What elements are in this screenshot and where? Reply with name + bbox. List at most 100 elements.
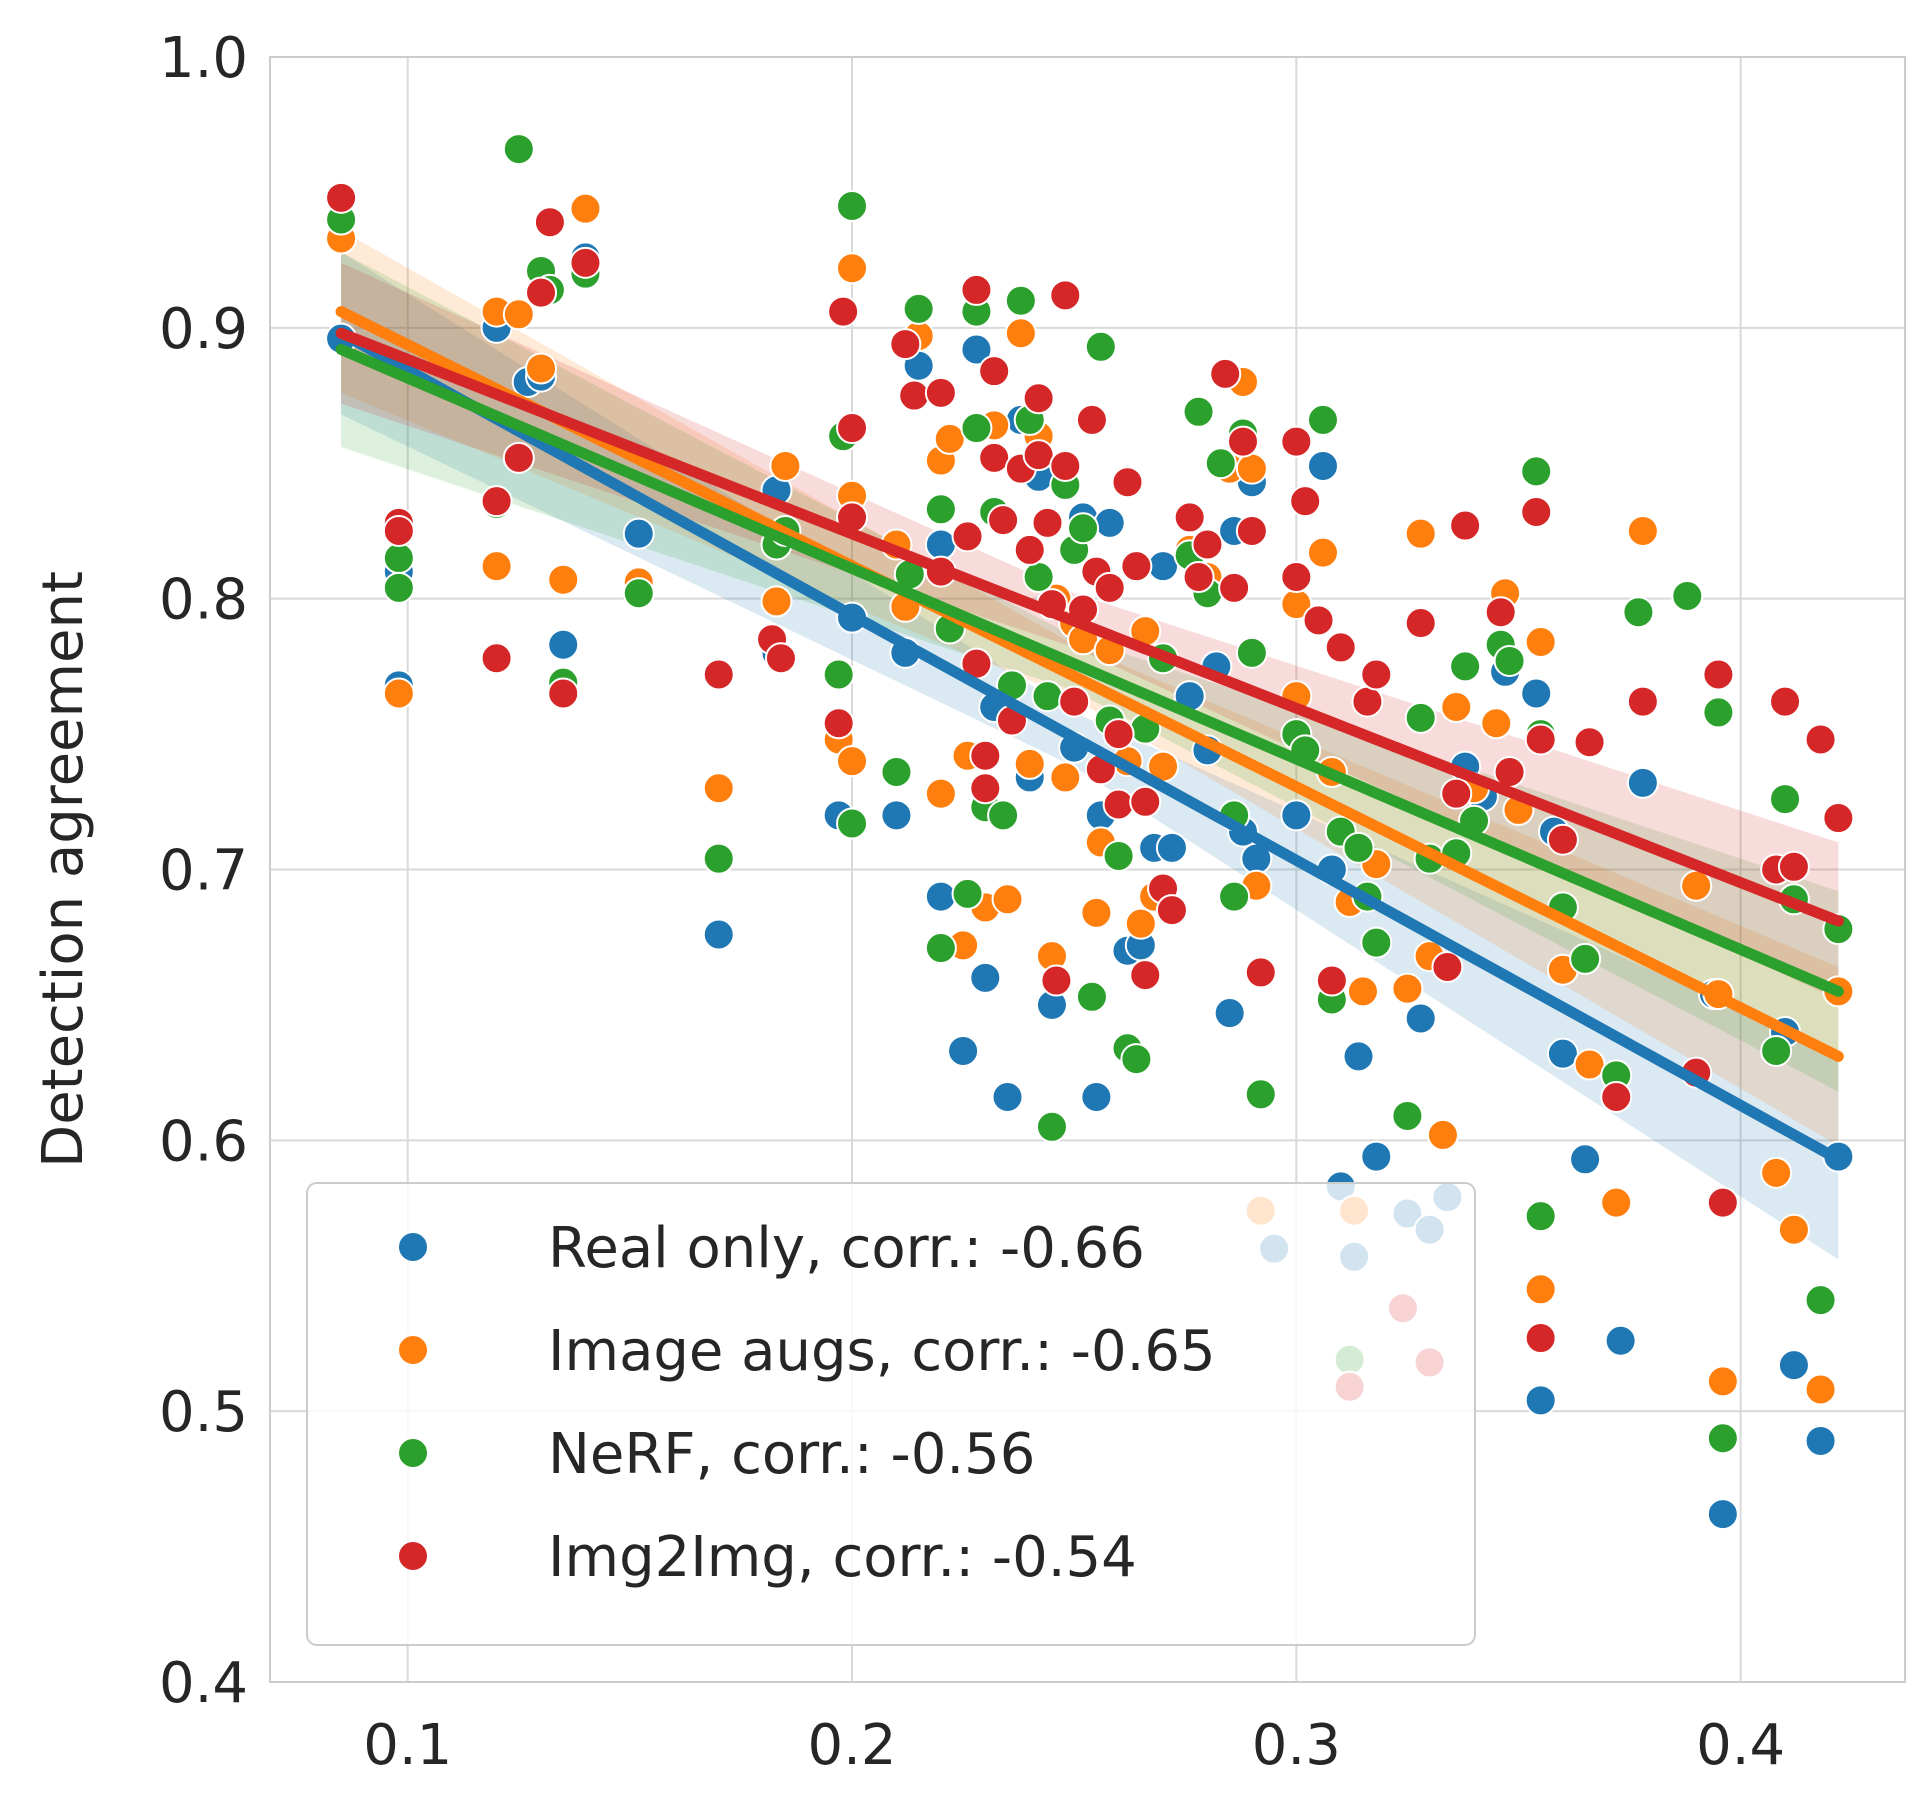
data-point-series-3 [951, 520, 984, 553]
data-point-series-3 [533, 206, 566, 239]
data-point-series-3 [1049, 279, 1082, 312]
data-point-series-3 [1822, 802, 1855, 835]
data-point-series-3 [1218, 571, 1251, 604]
trend-lines [335, 306, 1844, 1165]
data-point-series-1 [480, 550, 513, 583]
data-point-series-2 [902, 292, 935, 325]
data-point-series-2 [702, 842, 735, 875]
data-point-series-0 [1777, 1349, 1810, 1382]
data-point-series-1 [1346, 975, 1379, 1008]
data-point-series-2 [1702, 696, 1735, 729]
data-point-series-0 [1520, 677, 1553, 710]
data-point-series-3 [325, 181, 358, 214]
data-point-series-0 [1306, 449, 1339, 482]
data-point-series-2 [1075, 980, 1108, 1013]
data-point-series-2 [1182, 395, 1215, 428]
data-point-series-0 [969, 961, 1002, 994]
data-point-series-3 [1573, 726, 1606, 759]
data-point-series-1 [1235, 452, 1268, 485]
data-point-series-1 [991, 883, 1024, 916]
data-point-series-3 [547, 677, 580, 710]
data-point-series-3 [1191, 528, 1224, 561]
data-point-series-3 [1431, 951, 1464, 983]
data-point-series-3 [1022, 382, 1055, 415]
data-point-series-0 [880, 799, 913, 832]
data-point-series-1 [1573, 1048, 1606, 1081]
data-point-series-2 [1524, 1200, 1557, 1233]
data-point-series-0 [1546, 1037, 1579, 1070]
data-point-series-3 [1440, 777, 1473, 810]
data-point-series-3 [382, 514, 415, 547]
data-point-series-2 [924, 932, 957, 965]
data-point-series-1 [547, 563, 580, 596]
data-point-series-2 [1067, 512, 1100, 545]
data-point-series-3 [1129, 785, 1162, 818]
x-tick-label: 0.1 [363, 1713, 452, 1778]
data-point-series-0 [947, 1034, 980, 1067]
data-point-series-3 [1777, 850, 1810, 883]
data-point-series-2 [960, 412, 993, 445]
data-point-series-3 [822, 707, 855, 740]
data-point-series-0 [1604, 1324, 1637, 1357]
legend-marker-0 [397, 1231, 429, 1263]
data-point-series-1 [769, 449, 802, 482]
y-tick-label: 0.7 [159, 839, 248, 904]
data-point-series-3 [969, 739, 1002, 772]
data-point-series-2 [1391, 1099, 1424, 1132]
data-point-series-0 [924, 880, 957, 913]
data-point-series-1 [1524, 626, 1557, 658]
data-point-series-2 [1235, 636, 1268, 669]
data-point-series-2 [1084, 330, 1117, 363]
data-point-series-1 [933, 422, 966, 455]
data-point-series-3 [1058, 685, 1091, 718]
data-point-series-3 [978, 355, 1011, 388]
data-point-series-0 [960, 333, 993, 366]
data-point-series-1 [1600, 1186, 1633, 1219]
data-point-series-3 [1102, 788, 1135, 821]
data-point-series-1 [1480, 707, 1513, 740]
data-point-series-3 [827, 295, 860, 328]
data-point-series-3 [1706, 1186, 1739, 1219]
data-point-series-1 [1404, 517, 1437, 550]
data-point-series-3 [1209, 357, 1242, 390]
data-point-series-3 [1280, 561, 1313, 593]
data-point-series-3 [969, 772, 1002, 805]
data-point-series-3 [569, 246, 602, 279]
data-point-series-3 [525, 276, 558, 309]
data-point-series-2 [502, 133, 535, 166]
data-point-series-2 [822, 658, 855, 691]
data-point-series-3 [1155, 894, 1188, 927]
data-point-series-1 [1760, 1156, 1793, 1189]
trend-line-2 [335, 344, 1844, 997]
data-point-series-1 [1004, 317, 1037, 350]
data-point-series-3 [1235, 514, 1268, 547]
data-point-series-1 [1391, 972, 1424, 1005]
data-point-series-3 [1244, 956, 1277, 989]
data-point-series-3 [1360, 658, 1393, 691]
data-point-series-1 [836, 252, 869, 285]
data-point-series-3 [1289, 485, 1322, 518]
data-point-series-3 [1075, 403, 1108, 436]
data-point-series-3 [1049, 449, 1082, 482]
data-point-series-3 [1302, 604, 1335, 637]
data-point-series-3 [987, 504, 1020, 537]
data-point-series-2 [1493, 644, 1526, 677]
legend-label-0: Real only, corr.: -0.66 [548, 1216, 1145, 1281]
legend-box [306, 1182, 1476, 1646]
legend-label-2: NeRF, corr.: -0.56 [548, 1422, 1035, 1487]
y-tick-label: 0.9 [159, 297, 248, 362]
data-point-series-0 [1213, 997, 1246, 1030]
data-point-series-2 [1520, 455, 1553, 488]
data-point-series-3 [1524, 723, 1557, 756]
data-point-series-2 [1204, 447, 1237, 480]
data-point-series-1 [382, 677, 415, 710]
legend-marker-2 [397, 1437, 429, 1469]
data-point-series-2 [1022, 561, 1055, 593]
data-point-series-0 [1626, 766, 1659, 799]
data-point-series-0 [1093, 506, 1126, 539]
data-point-series-0 [991, 1081, 1024, 1113]
data-point-series-3 [1449, 509, 1482, 542]
data-point-series-2 [1706, 1422, 1739, 1455]
data-point-series-3 [1351, 685, 1384, 718]
